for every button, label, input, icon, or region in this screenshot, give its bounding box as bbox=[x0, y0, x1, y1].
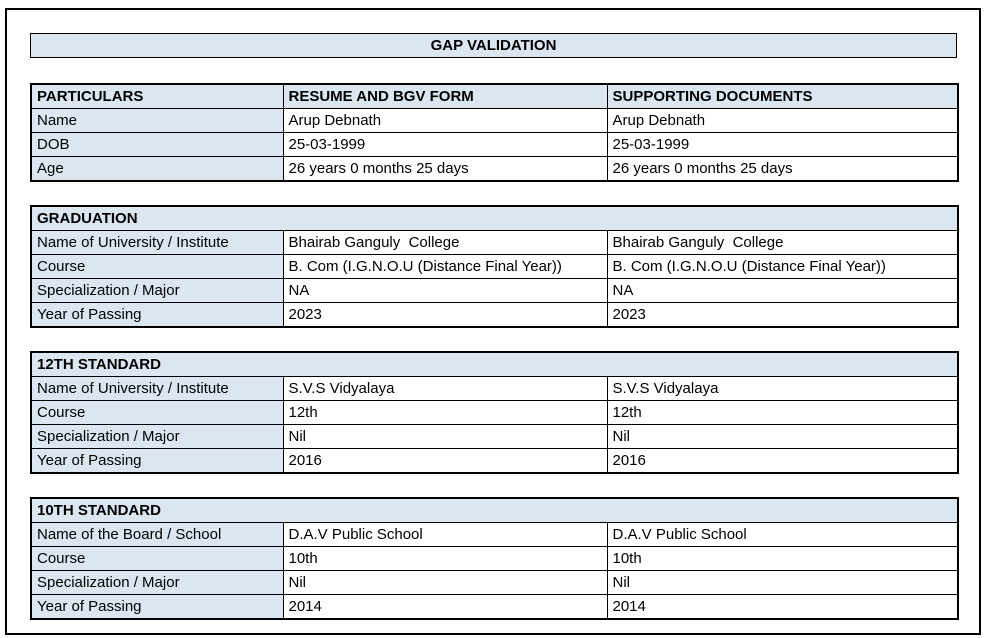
table-row: Age 26 years 0 months 25 days 26 years 0… bbox=[30, 156, 959, 182]
resume-value: NA bbox=[282, 278, 608, 303]
table-row: Course 12th 12th bbox=[30, 400, 959, 425]
supporting-value: 10th bbox=[606, 546, 959, 571]
supporting-value: 25-03-1999 bbox=[606, 132, 959, 157]
row-label: Name of the Board / School bbox=[30, 522, 284, 547]
table-row: Course 10th 10th bbox=[30, 546, 959, 571]
supporting-value: Arup Debnath bbox=[606, 108, 959, 133]
table-row: Specialization / Major Nil Nil bbox=[30, 570, 959, 595]
tenth-standard-table: 10TH STANDARD Name of the Board / School… bbox=[30, 497, 959, 620]
section-title: 10TH STANDARD bbox=[30, 497, 959, 523]
section-title: 12TH STANDARD bbox=[30, 351, 959, 377]
page-border-frame bbox=[5, 8, 981, 635]
resume-value: S.V.S Vidyalaya bbox=[282, 376, 608, 401]
row-label: Course bbox=[30, 400, 284, 425]
resume-value: Nil bbox=[282, 570, 608, 595]
column-header-resume: RESUME AND BGV FORM bbox=[282, 83, 608, 109]
table-row: Year of Passing 2014 2014 bbox=[30, 594, 959, 620]
row-label: Specialization / Major bbox=[30, 278, 284, 303]
row-label: Course bbox=[30, 254, 284, 279]
table-row: Year of Passing 2023 2023 bbox=[30, 302, 959, 328]
resume-value: Arup Debnath bbox=[282, 108, 608, 133]
column-header-particulars: PARTICULARS bbox=[30, 83, 284, 109]
row-label: Year of Passing bbox=[30, 302, 284, 328]
supporting-value: B. Com (I.G.N.O.U (Distance Final Year)) bbox=[606, 254, 959, 279]
row-label: Age bbox=[30, 156, 284, 182]
table-row: Course B. Com (I.G.N.O.U (Distance Final… bbox=[30, 254, 959, 279]
resume-value: 2023 bbox=[282, 302, 608, 328]
table-row: Name Arup Debnath Arup Debnath bbox=[30, 108, 959, 133]
supporting-value: NA bbox=[606, 278, 959, 303]
resume-value: Nil bbox=[282, 424, 608, 449]
resume-value: D.A.V Public School bbox=[282, 522, 608, 547]
resume-value: 25-03-1999 bbox=[282, 132, 608, 157]
row-label: Name bbox=[30, 108, 284, 133]
table-row: DOB 25-03-1999 25-03-1999 bbox=[30, 132, 959, 157]
resume-value: 2016 bbox=[282, 448, 608, 474]
row-label: Year of Passing bbox=[30, 448, 284, 474]
supporting-value: 2014 bbox=[606, 594, 959, 620]
resume-value: 2014 bbox=[282, 594, 608, 620]
particulars-table: PARTICULARS RESUME AND BGV FORM SUPPORTI… bbox=[30, 83, 959, 182]
resume-value: 26 years 0 months 25 days bbox=[282, 156, 608, 182]
table-row: Specialization / Major Nil Nil bbox=[30, 424, 959, 449]
twelfth-standard-table: 12TH STANDARD Name of University / Insti… bbox=[30, 351, 959, 474]
document-content: GAP VALIDATION PARTICULARS RESUME AND BG… bbox=[30, 33, 960, 620]
supporting-value: Nil bbox=[606, 570, 959, 595]
supporting-value: S.V.S Vidyalaya bbox=[606, 376, 959, 401]
supporting-value: Nil bbox=[606, 424, 959, 449]
document-title: GAP VALIDATION bbox=[30, 33, 957, 58]
section-header-row: 10TH STANDARD bbox=[30, 497, 959, 523]
row-label: Name of University / Institute bbox=[30, 376, 284, 401]
supporting-value: 26 years 0 months 25 days bbox=[606, 156, 959, 182]
column-header-supporting: SUPPORTING DOCUMENTS bbox=[606, 83, 959, 109]
resume-value: B. Com (I.G.N.O.U (Distance Final Year)) bbox=[282, 254, 608, 279]
table-row: Year of Passing 2016 2016 bbox=[30, 448, 959, 474]
table-header-row: PARTICULARS RESUME AND BGV FORM SUPPORTI… bbox=[30, 83, 959, 109]
section-title: GRADUATION bbox=[30, 205, 959, 231]
supporting-value: 12th bbox=[606, 400, 959, 425]
table-row: Specialization / Major NA NA bbox=[30, 278, 959, 303]
row-label: Name of University / Institute bbox=[30, 230, 284, 255]
row-label: Specialization / Major bbox=[30, 424, 284, 449]
table-row: Name of University / Institute S.V.S Vid… bbox=[30, 376, 959, 401]
section-header-row: 12TH STANDARD bbox=[30, 351, 959, 377]
row-label: Specialization / Major bbox=[30, 570, 284, 595]
supporting-value: D.A.V Public School bbox=[606, 522, 959, 547]
supporting-value: Bhairab Ganguly College bbox=[606, 230, 959, 255]
table-row: Name of University / Institute Bhairab G… bbox=[30, 230, 959, 255]
resume-value: 10th bbox=[282, 546, 608, 571]
supporting-value: 2016 bbox=[606, 448, 959, 474]
row-label: Year of Passing bbox=[30, 594, 284, 620]
supporting-value: 2023 bbox=[606, 302, 959, 328]
row-label: Course bbox=[30, 546, 284, 571]
resume-value: 12th bbox=[282, 400, 608, 425]
table-row: Name of the Board / School D.A.V Public … bbox=[30, 522, 959, 547]
graduation-table: GRADUATION Name of University / Institut… bbox=[30, 205, 960, 328]
section-header-row: GRADUATION bbox=[30, 205, 959, 231]
row-label: DOB bbox=[30, 132, 284, 157]
resume-value: Bhairab Ganguly College bbox=[282, 230, 608, 255]
